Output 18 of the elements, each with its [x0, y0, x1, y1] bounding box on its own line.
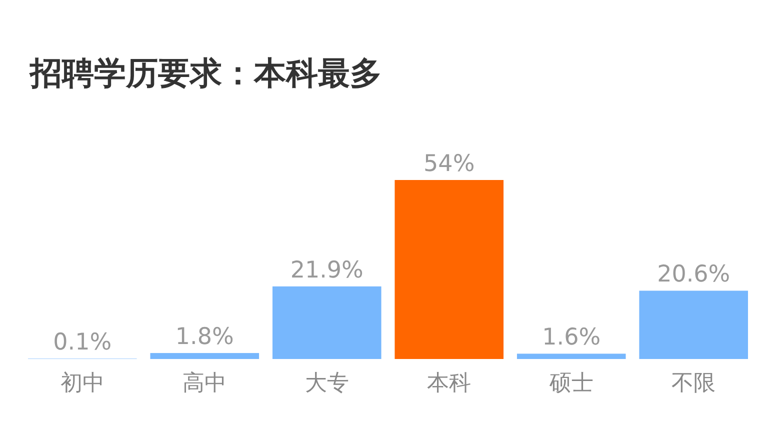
- x-tick-label: 不限: [672, 371, 716, 396]
- data-label: 1.8%: [175, 324, 234, 350]
- data-label: 21.9%: [290, 257, 364, 284]
- x-tick-label: 大专: [304, 371, 349, 396]
- bar: [394, 180, 504, 359]
- bar: [516, 354, 626, 359]
- data-label: 20.6%: [657, 262, 730, 288]
- data-label: 0.1%: [53, 330, 112, 356]
- bar: [272, 286, 382, 359]
- data-label: 54%: [424, 151, 475, 177]
- bar: [150, 353, 260, 359]
- x-tick-label: 初中: [60, 371, 104, 396]
- x-tick-label: 高中: [182, 371, 227, 396]
- bar: [639, 290, 748, 359]
- x-tick-label: 本科: [427, 371, 472, 396]
- x-tick-label: 硕士: [548, 371, 594, 396]
- data-label: 1.6%: [542, 324, 601, 351]
- chart-title: 招聘学历要求：本科最多: [29, 54, 382, 92]
